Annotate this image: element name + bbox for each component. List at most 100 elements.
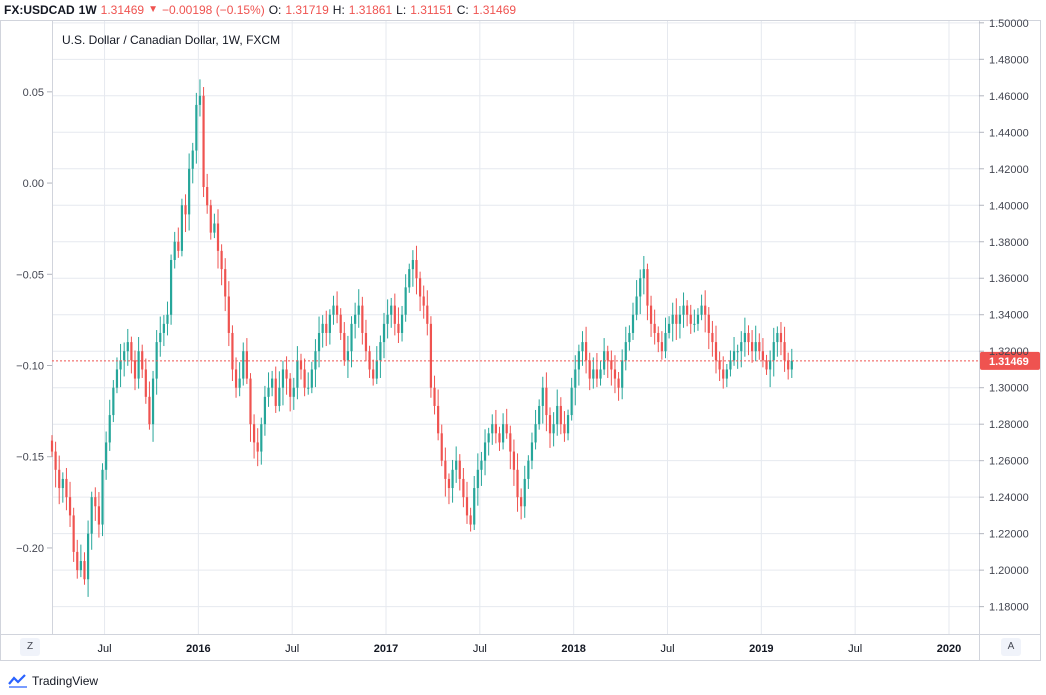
auto-scale-a-button[interactable]: A bbox=[1001, 638, 1021, 656]
candle-body[interactable] bbox=[292, 387, 295, 397]
candle-body[interactable] bbox=[296, 360, 299, 388]
right-axis-label[interactable]: 1.44000 bbox=[989, 127, 1029, 139]
candle-body[interactable] bbox=[646, 269, 649, 306]
candle-body[interactable] bbox=[350, 323, 353, 352]
candle-body[interactable] bbox=[776, 332, 779, 343]
candle-body[interactable] bbox=[76, 551, 79, 571]
candle-body[interactable] bbox=[332, 305, 335, 315]
candle-body[interactable] bbox=[765, 360, 768, 370]
candle-body[interactable] bbox=[566, 415, 570, 434]
candle-body[interactable] bbox=[606, 351, 609, 361]
candle-body[interactable] bbox=[660, 342, 663, 352]
candle-body[interactable] bbox=[743, 332, 746, 343]
candle-body[interactable] bbox=[242, 351, 245, 379]
candle-body[interactable] bbox=[444, 460, 447, 479]
candle-body[interactable] bbox=[440, 433, 443, 461]
right-axis-label[interactable]: 1.18000 bbox=[989, 602, 1029, 614]
candle-body[interactable] bbox=[740, 342, 743, 352]
candle-body[interactable] bbox=[339, 314, 342, 333]
candle-body[interactable] bbox=[574, 369, 577, 388]
candle-body[interactable] bbox=[220, 250, 223, 270]
right-axis-label[interactable]: 1.32000 bbox=[989, 346, 1029, 358]
candle-body[interactable] bbox=[119, 360, 122, 370]
candle-body[interactable] bbox=[603, 351, 606, 370]
candle-body[interactable] bbox=[328, 314, 331, 333]
candle-body[interactable] bbox=[700, 305, 703, 315]
candle-body[interactable] bbox=[335, 305, 339, 315]
candle-body[interactable] bbox=[83, 561, 86, 580]
candle-body[interactable] bbox=[556, 405, 559, 425]
candle-body[interactable] bbox=[321, 323, 324, 333]
candle-body[interactable] bbox=[559, 405, 562, 425]
candle-body[interactable] bbox=[447, 478, 451, 489]
candle-body[interactable] bbox=[538, 405, 541, 425]
candle-body[interactable] bbox=[462, 478, 465, 498]
candle-body[interactable] bbox=[426, 305, 429, 324]
candle-body[interactable] bbox=[271, 378, 274, 388]
candle-body[interactable] bbox=[779, 332, 783, 343]
candle-body[interactable] bbox=[227, 296, 230, 333]
time-axis-label[interactable]: 2019 bbox=[749, 643, 773, 655]
candle-body[interactable] bbox=[58, 469, 61, 489]
candle-body[interactable] bbox=[343, 332, 346, 361]
candle-body[interactable] bbox=[772, 342, 775, 361]
time-axis-label[interactable]: 2018 bbox=[561, 643, 585, 655]
candle-body[interactable] bbox=[621, 360, 624, 388]
candle-body[interactable] bbox=[675, 314, 678, 324]
candle-body[interactable] bbox=[595, 369, 599, 379]
candle-body[interactable] bbox=[198, 95, 202, 105]
candle-body[interactable] bbox=[234, 369, 238, 388]
candle-body[interactable] bbox=[184, 205, 187, 215]
candle-body[interactable] bbox=[617, 378, 620, 388]
candle-body[interactable] bbox=[108, 415, 111, 443]
time-axis-label[interactable]: Jul bbox=[285, 643, 299, 655]
time-axis-label[interactable]: Jul bbox=[848, 643, 862, 655]
candle-body[interactable] bbox=[404, 287, 407, 315]
candle-body[interactable] bbox=[588, 360, 591, 379]
candle-body[interactable] bbox=[317, 332, 321, 352]
candle-body[interactable] bbox=[581, 342, 584, 352]
candle-body[interactable] bbox=[686, 305, 689, 315]
time-axis-label[interactable]: Jul bbox=[98, 643, 112, 655]
candle-body[interactable] bbox=[148, 396, 151, 425]
candle-body[interactable] bbox=[151, 378, 155, 425]
right-axis-label[interactable]: 1.50000 bbox=[989, 18, 1029, 30]
candle-body[interactable] bbox=[368, 351, 371, 370]
candle-body[interactable] bbox=[354, 314, 357, 324]
candle-body[interactable] bbox=[364, 332, 368, 352]
candle-body[interactable] bbox=[115, 369, 119, 388]
candle-body[interactable] bbox=[133, 360, 137, 379]
candle-body[interactable] bbox=[451, 469, 454, 489]
candle-body[interactable] bbox=[610, 360, 613, 370]
candle-body[interactable] bbox=[473, 488, 476, 525]
candle-body[interactable] bbox=[379, 342, 382, 361]
auto-scale-z-button[interactable]: Z bbox=[20, 638, 40, 656]
right-axis-label[interactable]: 1.20000 bbox=[989, 565, 1029, 577]
candle-body[interactable] bbox=[307, 387, 310, 389]
candle-body[interactable] bbox=[649, 305, 653, 324]
candle-body[interactable] bbox=[274, 378, 277, 406]
candle-body[interactable] bbox=[411, 259, 414, 270]
right-axis-label[interactable]: 1.22000 bbox=[989, 529, 1029, 541]
candle-body[interactable] bbox=[372, 369, 375, 379]
candle-body[interactable] bbox=[224, 269, 227, 297]
candle-body[interactable] bbox=[256, 442, 259, 452]
candle-body[interactable] bbox=[72, 515, 75, 552]
candle-body[interactable] bbox=[397, 323, 400, 333]
candle-body[interactable] bbox=[112, 387, 115, 416]
candle-body[interactable] bbox=[592, 369, 595, 379]
candle-body[interactable] bbox=[90, 497, 93, 534]
candle-body[interactable] bbox=[577, 351, 580, 370]
candle-body[interactable] bbox=[433, 387, 436, 406]
candle-body[interactable] bbox=[563, 424, 566, 434]
candle-body[interactable] bbox=[281, 369, 285, 388]
candle-body[interactable] bbox=[520, 497, 523, 507]
candle-body[interactable] bbox=[548, 415, 552, 434]
candle-body[interactable] bbox=[653, 323, 656, 333]
candle-body[interactable] bbox=[61, 478, 64, 489]
right-axis-label[interactable]: 1.40000 bbox=[989, 200, 1029, 212]
right-axis-label[interactable]: 1.48000 bbox=[989, 54, 1029, 66]
candle-body[interactable] bbox=[711, 332, 714, 343]
candle-body[interactable] bbox=[386, 314, 389, 324]
